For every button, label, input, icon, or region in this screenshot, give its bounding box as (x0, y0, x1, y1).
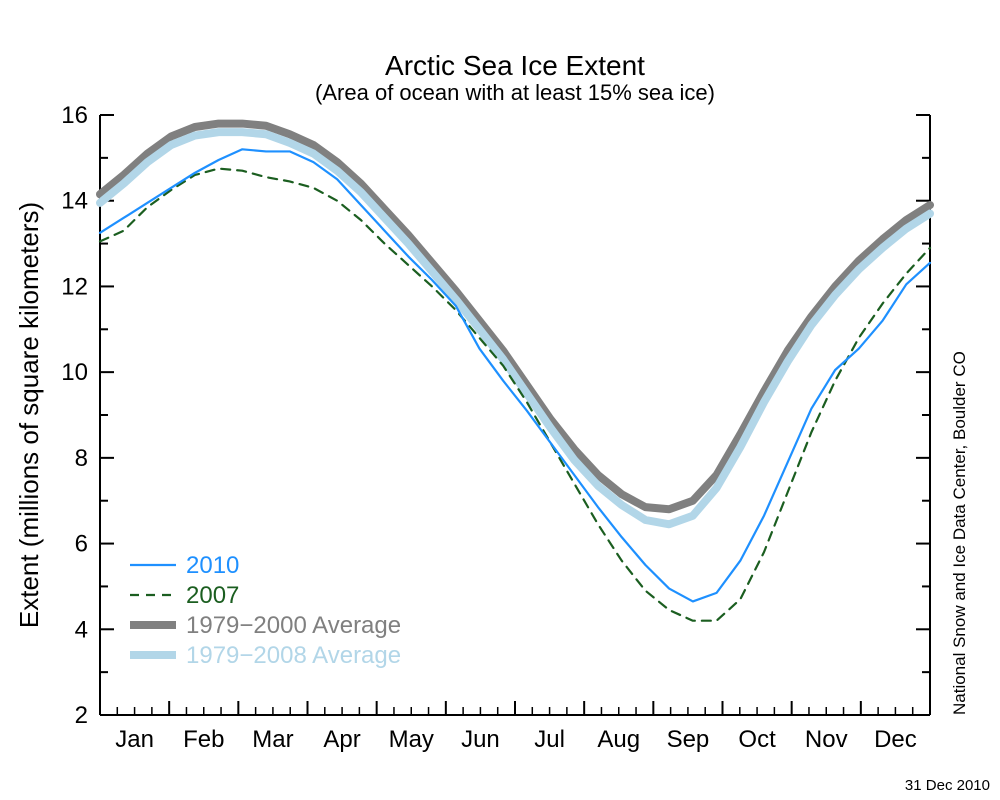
chart-subtitle: (Area of ocean with at least 15% sea ice… (315, 80, 715, 105)
x-tick-label: Jun (461, 726, 500, 753)
x-tick-label: May (389, 726, 434, 753)
date-stamp: 31 Dec 2010 (905, 777, 990, 794)
series-line (100, 132, 930, 524)
y-tick-label: 14 (61, 188, 88, 215)
y-tick-label: 4 (75, 616, 88, 643)
y-axis-label: Extent (millions of square kilometers) (14, 202, 44, 628)
y-tick-label: 8 (75, 445, 88, 472)
x-tick-label: Apr (323, 726, 360, 753)
attribution-text: National Snow and Ice Data Center, Bould… (950, 351, 969, 715)
x-tick-label: Mar (252, 726, 293, 753)
chart-container: Arctic Sea Ice Extent(Area of ocean with… (0, 0, 1000, 800)
x-tick-label: Aug (597, 726, 640, 753)
chart-title: Arctic Sea Ice Extent (385, 50, 645, 81)
y-tick-label: 10 (61, 359, 88, 386)
legend-label: 2010 (186, 552, 239, 579)
legend-label: 2007 (186, 582, 239, 609)
x-tick-label: Jul (534, 726, 565, 753)
x-tick-label: Jan (115, 726, 154, 753)
y-tick-label: 6 (75, 531, 88, 558)
legend-label: 1979−2000 Average (186, 612, 401, 639)
series-line (100, 124, 930, 510)
x-tick-label: Oct (738, 726, 776, 753)
y-tick-label: 2 (75, 702, 88, 729)
x-tick-label: Dec (874, 726, 917, 753)
x-tick-label: Feb (183, 726, 224, 753)
legend-label: 1979−2008 Average (186, 642, 401, 669)
y-tick-label: 12 (61, 273, 88, 300)
chart-svg: Arctic Sea Ice Extent(Area of ocean with… (0, 0, 1000, 800)
x-tick-label: Nov (805, 726, 848, 753)
y-tick-label: 16 (61, 102, 88, 129)
x-tick-label: Sep (667, 726, 710, 753)
